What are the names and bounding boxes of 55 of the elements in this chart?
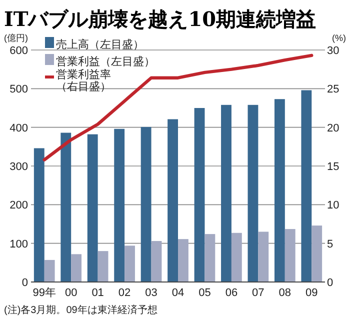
y2-axis-title: (%) xyxy=(332,33,346,43)
legend-label: 営業利益（左目盛） xyxy=(56,56,155,68)
y-tick-label: 400 xyxy=(10,122,28,134)
bar xyxy=(231,232,242,282)
bar xyxy=(284,229,296,282)
y-tick-label: 100 xyxy=(10,238,28,250)
x-tick-label: 07 xyxy=(252,287,264,299)
bar xyxy=(168,119,178,282)
y2-tick-label: 10 xyxy=(327,200,340,212)
x-tick-label: 08 xyxy=(278,287,292,299)
x-tick-label: 02 xyxy=(118,287,131,299)
bar xyxy=(34,148,44,282)
bar xyxy=(248,104,258,282)
bar xyxy=(98,251,108,282)
y2-tick-label: 5 xyxy=(327,238,334,250)
text: (注)各3月期。09年は東洋経済予想 xyxy=(4,304,158,316)
bar xyxy=(124,246,135,282)
bar xyxy=(151,241,162,282)
legend-label: 売上高（左目盛） xyxy=(56,39,144,51)
y2-tick-label: 20 xyxy=(327,122,340,134)
bar xyxy=(60,132,72,282)
bar xyxy=(178,239,188,282)
x-tick-label: 04 xyxy=(172,287,184,299)
legend-label: 営業利益率（右目盛） xyxy=(56,69,112,93)
y-axis-title: (億円) xyxy=(4,33,28,43)
x-tick-label: 00 xyxy=(64,287,78,299)
x-tick-label: 99年 xyxy=(32,287,56,299)
bar xyxy=(114,128,125,282)
bar xyxy=(258,232,269,282)
bar xyxy=(71,254,82,282)
chart-title: ITバブル崩壊を越え10期連続増益 xyxy=(4,7,316,31)
bar xyxy=(301,90,312,282)
bar xyxy=(312,226,322,282)
x-tick-label: 03 xyxy=(145,287,158,299)
y2-tick-label: 15 xyxy=(327,161,340,173)
bar xyxy=(44,260,55,282)
line-series xyxy=(42,54,314,162)
x-tick-label: 05 xyxy=(198,287,211,299)
x-tick-label: 09 xyxy=(306,287,318,299)
y-tick-label: 300 xyxy=(10,161,28,173)
y-tick-label: 0 xyxy=(22,277,28,289)
bar xyxy=(194,108,205,282)
bar xyxy=(221,104,232,282)
bar xyxy=(140,126,152,282)
bar xyxy=(274,99,285,282)
y-tick-label: 200 xyxy=(10,200,28,212)
x-tick-label: 01 xyxy=(92,287,104,299)
y2-tick-label: 0 xyxy=(327,277,334,289)
y2-tick-label: 30 xyxy=(327,45,340,57)
x-tick-label: 06 xyxy=(225,287,238,299)
y2-tick-label: 25 xyxy=(327,84,340,96)
y-tick-label: 500 xyxy=(10,84,28,96)
y-tick-label: 600 xyxy=(10,45,28,57)
bar xyxy=(87,134,98,282)
bar xyxy=(204,234,216,282)
